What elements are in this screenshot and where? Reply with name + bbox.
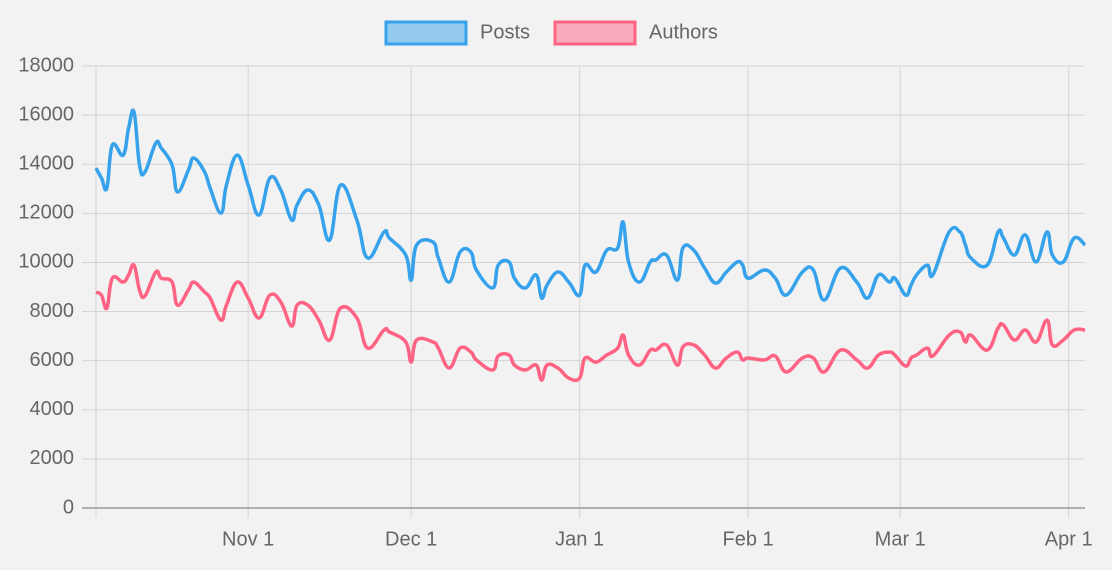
x-tick-label: Apr 1 bbox=[1045, 528, 1093, 550]
x-tick-label: Nov 1 bbox=[222, 528, 274, 550]
y-tick-label: 16000 bbox=[18, 103, 74, 125]
legend-label: Authors bbox=[649, 21, 718, 43]
x-tick-label: Mar 1 bbox=[875, 528, 926, 550]
legend-swatch bbox=[384, 20, 468, 46]
legend-swatch bbox=[553, 20, 637, 46]
y-tick-label: 2000 bbox=[30, 447, 75, 469]
x-tick-label: Dec 1 bbox=[385, 528, 437, 550]
x-tick-label: Feb 1 bbox=[723, 528, 774, 550]
y-tick-label: 12000 bbox=[18, 202, 74, 224]
series-line bbox=[95, 262, 1086, 383]
y-tick-label: 0 bbox=[63, 496, 74, 518]
y-tick-label: 18000 bbox=[18, 54, 74, 76]
y-tick-label: 8000 bbox=[30, 300, 75, 322]
y-tick-label: 6000 bbox=[30, 349, 75, 371]
y-tick-label: 4000 bbox=[30, 398, 75, 420]
legend-label: Posts bbox=[480, 21, 530, 43]
y-tick-label: 14000 bbox=[18, 153, 74, 175]
y-tick-label: 10000 bbox=[18, 251, 74, 273]
series-line bbox=[94, 108, 1087, 302]
x-tick-label: Jan 1 bbox=[555, 528, 604, 550]
